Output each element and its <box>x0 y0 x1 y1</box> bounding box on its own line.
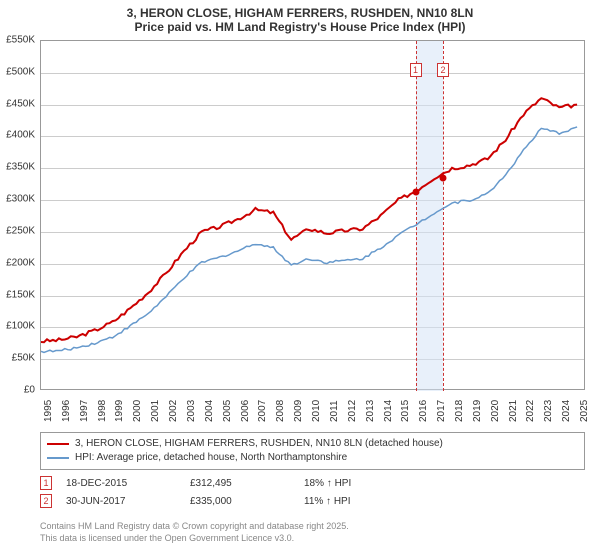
legend-swatch <box>47 443 69 445</box>
line-series-svg <box>41 41 586 391</box>
x-axis-label: 2015 <box>400 400 411 422</box>
x-axis-label: 2023 <box>543 400 554 422</box>
gridline <box>41 105 584 106</box>
x-axis-label: 2007 <box>257 400 268 422</box>
table-row: 2 30-JUN-2017 £335,000 11% ↑ HPI <box>40 492 585 510</box>
title-line-1: 3, HERON CLOSE, HIGHAM FERRERS, RUSHDEN,… <box>0 6 600 20</box>
x-axis-label: 2018 <box>454 400 465 422</box>
y-axis-label: £200K <box>0 257 35 268</box>
legend-swatch <box>47 457 69 459</box>
y-axis-label: £400K <box>0 130 35 141</box>
transaction-price: £335,000 <box>190 496 290 507</box>
gridline <box>41 264 584 265</box>
x-axis-label: 2013 <box>365 400 376 422</box>
footer-line-2: This data is licensed under the Open Gov… <box>40 532 349 544</box>
gridline <box>41 232 584 233</box>
marker-edge <box>443 41 444 391</box>
legend-item: HPI: Average price, detached house, Nort… <box>47 451 578 465</box>
y-axis-label: £250K <box>0 225 35 236</box>
y-axis-label: £300K <box>0 194 35 205</box>
y-axis-label: £350K <box>0 162 35 173</box>
transaction-date: 18-DEC-2015 <box>66 478 176 489</box>
x-axis-label: 2021 <box>508 400 519 422</box>
x-axis-label: 2022 <box>525 400 536 422</box>
marker-badge: 1 <box>40 476 52 490</box>
legend-label: 3, HERON CLOSE, HIGHAM FERRERS, RUSHDEN,… <box>75 437 443 451</box>
x-axis-label: 2008 <box>275 400 286 422</box>
x-axis-label: 2020 <box>490 400 501 422</box>
marker-dot <box>440 174 447 181</box>
x-axis-label: 1997 <box>79 400 90 422</box>
gridline <box>41 168 584 169</box>
x-axis-label: 2019 <box>472 400 483 422</box>
y-axis-label: £150K <box>0 289 35 300</box>
transaction-price: £312,495 <box>190 478 290 489</box>
marker-badge: 1 <box>410 63 422 77</box>
x-axis-label: 2016 <box>418 400 429 422</box>
x-axis-label: 2025 <box>579 400 590 422</box>
x-axis-label: 2024 <box>561 400 572 422</box>
chart-area: 12 £0£50K£100K£150K£200K£250K£300K£350K£… <box>40 40 585 420</box>
x-axis-label: 1999 <box>114 400 125 422</box>
gridline <box>41 136 584 137</box>
transaction-date: 30-JUN-2017 <box>66 496 176 507</box>
gridline <box>41 73 584 74</box>
transaction-pct: 11% ↑ HPI <box>304 496 454 507</box>
marker-badge: 2 <box>437 63 449 77</box>
table-row: 1 18-DEC-2015 £312,495 18% ↑ HPI <box>40 474 585 492</box>
x-axis-label: 2014 <box>383 400 394 422</box>
x-axis-label: 2006 <box>240 400 251 422</box>
x-axis-label: 2012 <box>347 400 358 422</box>
gridline <box>41 296 584 297</box>
x-axis-label: 2005 <box>222 400 233 422</box>
marker-band <box>416 41 444 391</box>
gridline <box>41 200 584 201</box>
x-axis-label: 1995 <box>43 400 54 422</box>
x-axis-label: 2001 <box>150 400 161 422</box>
plot-region: 12 <box>40 40 585 390</box>
x-axis-label: 1996 <box>61 400 72 422</box>
gridline <box>41 359 584 360</box>
legend: 3, HERON CLOSE, HIGHAM FERRERS, RUSHDEN,… <box>40 432 585 470</box>
y-axis-label: £550K <box>0 35 35 46</box>
chart-title: 3, HERON CLOSE, HIGHAM FERRERS, RUSHDEN,… <box>0 0 600 36</box>
x-axis-label: 1998 <box>97 400 108 422</box>
series-hpi <box>41 127 577 353</box>
y-axis-label: £450K <box>0 98 35 109</box>
transactions-table: 1 18-DEC-2015 £312,495 18% ↑ HPI 2 30-JU… <box>40 474 585 510</box>
x-axis-label: 2010 <box>311 400 322 422</box>
footer-attribution: Contains HM Land Registry data © Crown c… <box>40 520 349 544</box>
legend-label: HPI: Average price, detached house, Nort… <box>75 451 347 465</box>
marker-badge: 2 <box>40 494 52 508</box>
title-line-2: Price paid vs. HM Land Registry's House … <box>0 20 600 34</box>
y-axis-label: £100K <box>0 321 35 332</box>
footer-line-1: Contains HM Land Registry data © Crown c… <box>40 520 349 532</box>
series-price_paid <box>41 98 577 342</box>
gridline <box>41 327 584 328</box>
x-axis-label: 2002 <box>168 400 179 422</box>
x-axis-label: 2011 <box>329 400 340 422</box>
legend-item: 3, HERON CLOSE, HIGHAM FERRERS, RUSHDEN,… <box>47 437 578 451</box>
x-axis-label: 2017 <box>436 400 447 422</box>
transaction-pct: 18% ↑ HPI <box>304 478 454 489</box>
x-axis-label: 2003 <box>186 400 197 422</box>
y-axis-label: £500K <box>0 66 35 77</box>
x-axis-label: 2000 <box>132 400 143 422</box>
x-axis-label: 2004 <box>204 400 215 422</box>
y-axis-label: £0 <box>0 385 35 396</box>
x-axis-label: 2009 <box>293 400 304 422</box>
y-axis-label: £50K <box>0 353 35 364</box>
marker-dot <box>412 189 419 196</box>
marker-edge <box>416 41 417 391</box>
